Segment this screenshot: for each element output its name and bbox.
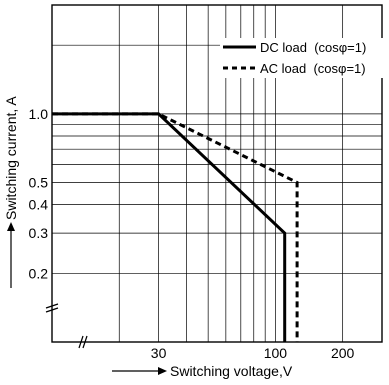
x-tick-label: 100 bbox=[264, 345, 288, 361]
y-tick-label: 0.3 bbox=[29, 225, 49, 241]
y-tick-label: 1.0 bbox=[29, 106, 49, 122]
y-axis-arrowhead bbox=[7, 222, 15, 231]
x-axis-break-mark bbox=[78, 335, 88, 349]
y-axis-title: Switching current, A bbox=[3, 96, 19, 220]
legend-label-ac: AC load (cosφ=1) bbox=[260, 61, 366, 76]
x-axis-title: Switching voltage,V bbox=[170, 363, 293, 379]
y-tick-label: 0.2 bbox=[29, 265, 49, 281]
y-axis-break-mark bbox=[45, 303, 59, 313]
y-tick-labels: 1.0 0.5 0.4 0.3 0.2 bbox=[29, 106, 49, 281]
x-tick-labels: 30 100 200 bbox=[151, 345, 355, 361]
series bbox=[52, 112, 299, 342]
legend-background bbox=[220, 38, 385, 78]
x-axis-arrowhead bbox=[158, 367, 167, 375]
legend: DC load (cosφ=1) AC load (cosφ=1) bbox=[220, 38, 385, 78]
y-tick-label: 0.4 bbox=[29, 197, 49, 213]
y-axis-title-group: Switching current, A bbox=[3, 96, 19, 288]
series-line-dc-load bbox=[52, 112, 287, 342]
plot-frame bbox=[51, 4, 383, 343]
x-tick-label: 30 bbox=[151, 345, 167, 361]
x-tick-label: 200 bbox=[331, 345, 355, 361]
x-axis-title-group: Switching voltage,V bbox=[112, 363, 293, 379]
legend-label-dc: DC load (cosφ=1) bbox=[260, 40, 366, 55]
series-line-ac-load bbox=[52, 112, 299, 342]
y-tick-label: 0.5 bbox=[29, 175, 49, 191]
